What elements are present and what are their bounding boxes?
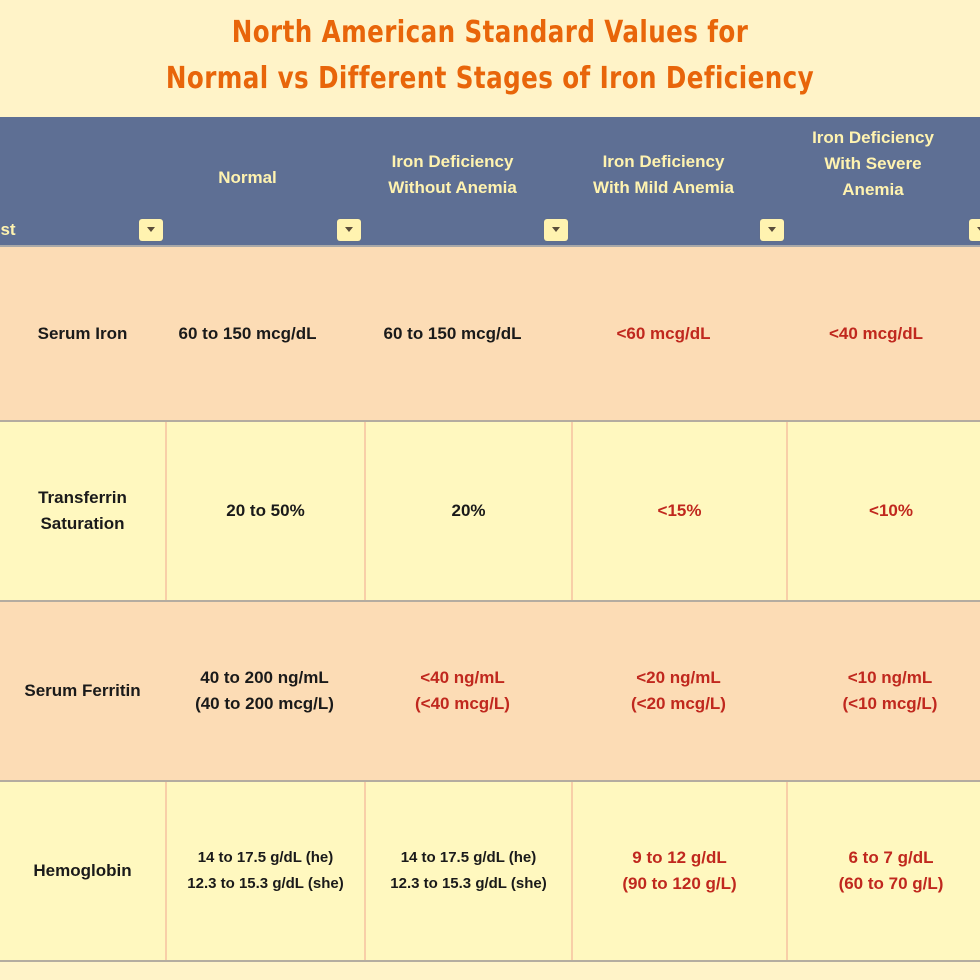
- cell-mild-anemia: <20 ng/mL (<20 mcg/L): [571, 602, 786, 780]
- header-normal: Normal: [165, 117, 364, 245]
- value: <60 mcg/dL: [616, 323, 711, 343]
- value-line1: <10 ng/mL: [847, 668, 933, 687]
- header-mild-anemia-line1: Iron Deficiency: [602, 151, 725, 171]
- cell-test: Hemoglobin: [0, 782, 165, 960]
- header-severe-anemia-line2: With Severe: [824, 153, 922, 173]
- value: <10%: [869, 501, 913, 520]
- value-line1: 40 to 200 ng/mL: [200, 668, 329, 687]
- test-name: Serum Iron: [37, 323, 128, 343]
- cell-severe-anemia: <10 ng/mL (<10 mcg/L): [786, 602, 980, 780]
- value-line1: 9 to 12 g/dL: [632, 848, 727, 867]
- value-line2: (<40 mcg/L): [415, 694, 510, 713]
- cell-without-anemia: 20%: [364, 422, 571, 600]
- header-mild-anemia: Iron Deficiency With Mild Anemia: [571, 117, 786, 245]
- value: <15%: [657, 501, 702, 520]
- filter-dropdown-severe-anemia[interactable]: [969, 219, 980, 241]
- value: 60 to 150 mcg/dL: [383, 323, 522, 343]
- header-test-label: est: [0, 220, 16, 239]
- cell-normal: 60 to 150 mcg/dL: [165, 247, 364, 420]
- header-without-anemia-line1: Iron Deficiency: [391, 151, 514, 171]
- value-line2: (90 to 120 g/L): [622, 874, 737, 893]
- table-row-serum-ferritin: Serum Ferritin 40 to 200 ng/mL (40 to 20…: [0, 602, 980, 782]
- cell-without-anemia: <40 ng/mL (<40 mcg/L): [364, 602, 571, 780]
- cell-normal: 14 to 17.5 g/dL (he) 12.3 to 15.3 g/dL (…: [165, 782, 364, 960]
- filter-dropdown-test[interactable]: [139, 219, 163, 241]
- value-line2: (40 to 200 mcg/L): [195, 694, 334, 713]
- cell-test: Serum Iron: [0, 247, 165, 420]
- value-line2: (<20 mcg/L): [631, 694, 726, 713]
- header-severe-anemia-line1: Iron Deficiency: [812, 127, 934, 147]
- value: 20%: [451, 501, 486, 520]
- table-header-row: est Normal Iron Deficiency Without Anemi…: [0, 117, 980, 247]
- value-line2: 12.3 to 15.3 g/dL (she): [390, 875, 547, 892]
- test-name-line1: Transferrin: [38, 488, 127, 507]
- value: <40 mcg/dL: [828, 323, 923, 343]
- cell-mild-anemia: <60 mcg/dL: [571, 247, 786, 420]
- test-name: Serum Ferritin: [24, 681, 141, 700]
- cell-normal: 20 to 50%: [165, 422, 364, 600]
- cell-severe-anemia: <10%: [786, 422, 980, 600]
- value-line1: <40 ng/mL: [420, 668, 505, 687]
- cell-mild-anemia: <15%: [571, 422, 786, 600]
- value-line2: (<10 mcg/L): [842, 694, 938, 713]
- value: 20 to 50%: [226, 501, 305, 520]
- header-normal-label: Normal: [218, 167, 277, 187]
- cell-normal: 40 to 200 ng/mL (40 to 200 mcg/L): [165, 602, 364, 780]
- filter-dropdown-without-anemia[interactable]: [544, 219, 568, 241]
- value-line2: 12.3 to 15.3 g/dL (she): [187, 875, 344, 892]
- page-title: North American Standard Values for Norma…: [88, 10, 892, 102]
- header-mild-anemia-line2: With Mild Anemia: [593, 177, 734, 197]
- title-line-1: North American Standard Values for: [231, 15, 749, 50]
- cell-mild-anemia: 9 to 12 g/dL (90 to 120 g/L): [571, 782, 786, 960]
- cell-severe-anemia: 6 to 7 g/dL (60 to 70 g/L): [786, 782, 980, 960]
- table-row-hemoglobin: Hemoglobin 14 to 17.5 g/dL (he) 12.3 to …: [0, 782, 980, 962]
- cell-severe-anemia: <40 mcg/dL: [786, 247, 980, 420]
- cell-test: Transferrin Saturation: [0, 422, 165, 600]
- header-severe-anemia: Iron Deficiency With Severe Anemia: [786, 117, 980, 245]
- value: 60 to 150 mcg/dL: [178, 323, 317, 343]
- value-line1: 6 to 7 g/dL: [848, 848, 934, 867]
- cell-without-anemia: 14 to 17.5 g/dL (he) 12.3 to 15.3 g/dL (…: [364, 782, 571, 960]
- value-line1: 14 to 17.5 g/dL (he): [197, 849, 334, 866]
- header-without-anemia-line2: Without Anemia: [388, 177, 517, 197]
- table-row-transferrin-saturation: Transferrin Saturation 20 to 50% 20% <15…: [0, 422, 980, 602]
- filter-dropdown-mild-anemia[interactable]: [760, 219, 784, 241]
- header-test: est: [0, 117, 165, 245]
- header-severe-anemia-line3: Anemia: [842, 179, 904, 199]
- value-line2: (60 to 70 g/L): [838, 874, 944, 893]
- filter-dropdown-normal[interactable]: [337, 219, 361, 241]
- cell-without-anemia: 60 to 150 mcg/dL: [364, 247, 571, 420]
- test-name: Hemoglobin: [33, 861, 132, 880]
- value-line1: <20 ng/mL: [636, 668, 721, 687]
- title-line-2: Normal vs Different Stages of Iron Defic…: [165, 61, 815, 96]
- value-line1: 14 to 17.5 g/dL (he): [400, 849, 537, 866]
- table-row-serum-iron: Serum Iron 60 to 150 mcg/dL 60 to 150 mc…: [0, 247, 980, 422]
- header-without-anemia: Iron Deficiency Without Anemia: [364, 117, 571, 245]
- cell-test: Serum Ferritin: [0, 602, 165, 780]
- test-name-line2: Saturation: [40, 514, 125, 533]
